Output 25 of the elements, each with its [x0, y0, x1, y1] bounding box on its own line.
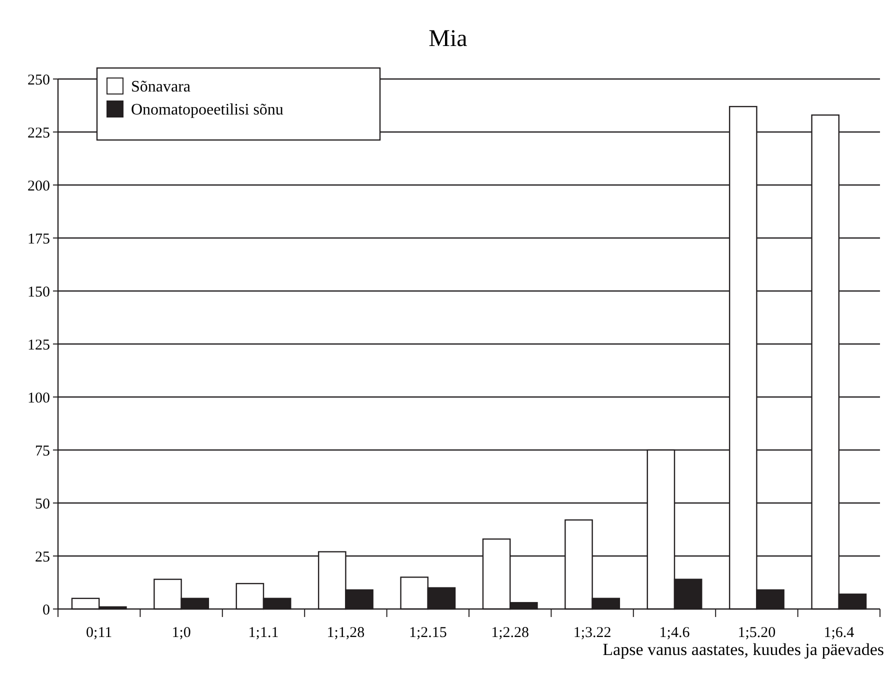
x-tick-label: 1;1.1 [248, 625, 279, 641]
y-tick-label: 50 [35, 496, 50, 512]
y-tick-label: 200 [28, 178, 50, 194]
y-tick-label: 225 [28, 125, 50, 142]
x-tick-label: 1;3.22 [573, 625, 612, 641]
legend-label: Sõnavara [131, 78, 191, 96]
y-tick-label: 75 [35, 443, 50, 460]
x-tick-label: 0;11 [86, 625, 112, 641]
x-tick-label: 1;0 [172, 625, 191, 641]
x-tick-label: 1;1,28 [326, 625, 365, 641]
x-tick-label: 1;2.28 [491, 625, 530, 641]
y-tick-label: 125 [28, 337, 50, 354]
x-tick-label: 1;5.20 [738, 625, 776, 641]
x-tick-label: 1;6.4 [824, 625, 855, 641]
x-axis-title: Lapse vanus aastates, kuudes ja päevades [602, 640, 884, 659]
x-tick-label: 1;2.15 [408, 625, 447, 641]
legend-label: Onomatopoeetilisi sõnu [131, 102, 284, 119]
y-tick-label: 0 [42, 602, 50, 618]
y-tick-label: 100 [28, 390, 50, 406]
y-tick-label: 25 [35, 549, 50, 566]
chart-title: Mia [428, 26, 468, 52]
y-tick-label: 150 [28, 284, 50, 300]
x-tick-label: 1;4.6 [659, 625, 690, 641]
y-tick-label: 175 [28, 231, 50, 248]
y-tick-label: 250 [28, 72, 50, 88]
